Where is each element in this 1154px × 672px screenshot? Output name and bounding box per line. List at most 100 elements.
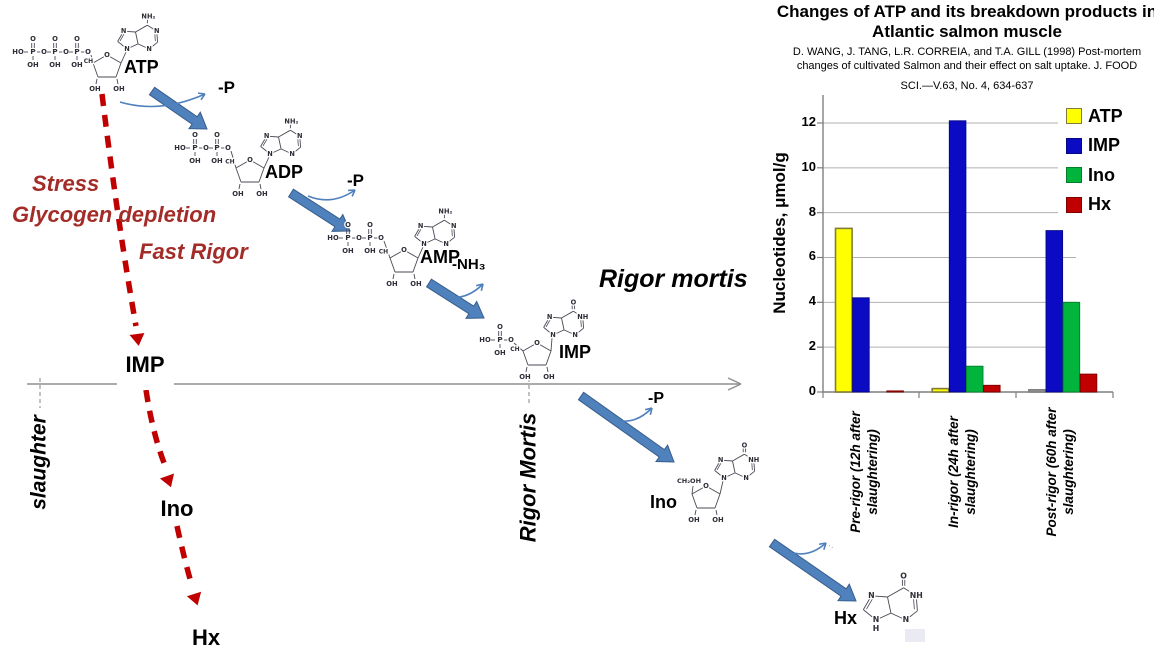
- molecule-amp-label: AMP: [420, 247, 460, 267]
- cascade-hx-label: Hx: [191, 625, 221, 650]
- category-label-0: Pre-rigor (12h after slaughtering): [847, 397, 883, 547]
- chart-bars: [834, 120, 1098, 393]
- svg-text:OH: OH: [113, 85, 125, 93]
- svg-text:N: N: [743, 474, 749, 482]
- svg-text:CH: CH: [379, 249, 388, 256]
- svg-text:HO: HO: [327, 234, 339, 242]
- svg-text:NH₂: NH₂: [438, 208, 452, 216]
- y-tick-label-10: 10: [801, 158, 816, 174]
- svg-text:O: O: [742, 442, 748, 450]
- svg-text:NH: NH: [577, 313, 588, 321]
- legend-label-imp: IMP: [1088, 135, 1121, 155]
- svg-text:O: O: [63, 48, 69, 56]
- svg-text:O: O: [378, 234, 384, 242]
- release-arrow-nh3: [442, 283, 484, 299]
- svg-text:O: O: [41, 48, 47, 56]
- legend-item-hx: Hx: [1066, 194, 1112, 215]
- degradation-arrow-atp-adp: [148, 86, 208, 130]
- degradation-arrow-adp-amp: [287, 188, 351, 232]
- legend-item-atp: ATP: [1066, 106, 1123, 126]
- svg-text:O: O: [900, 571, 907, 580]
- bar-ino-1: [965, 365, 984, 393]
- svg-text:O: O: [508, 336, 514, 344]
- svg-text:NH: NH: [910, 591, 923, 600]
- legend-item-imp: IMP: [1066, 135, 1121, 156]
- svg-text:OH: OH: [543, 373, 555, 381]
- category-label-2: Post-rigor (60h after slaughtering): [1043, 397, 1079, 547]
- category-label-1-line2: slaughtering): [963, 429, 978, 515]
- svg-text:HO: HO: [479, 336, 491, 344]
- bar-atp-0: [834, 227, 853, 393]
- cascade-imp-label-bg: [118, 376, 174, 390]
- svg-text:P: P: [52, 47, 58, 56]
- svg-text:OH: OH: [27, 61, 39, 69]
- svg-text:OH: OH: [712, 516, 724, 524]
- svg-text:OH: OH: [71, 61, 83, 69]
- svg-text:O: O: [30, 35, 36, 43]
- y-tick-label-2: 2: [808, 338, 816, 354]
- release-label-p1: -P: [218, 78, 235, 97]
- stress-arrow-atp-imp: [99, 93, 145, 346]
- y-tick-label-4: 4: [808, 293, 816, 309]
- release-label-nh3: -NH₃: [452, 256, 486, 273]
- svg-text:P: P: [74, 47, 80, 56]
- svg-text:O: O: [225, 144, 231, 152]
- svg-text:N: N: [547, 313, 553, 321]
- svg-text:OH: OH: [211, 157, 223, 165]
- legend-swatch-ino: [1066, 167, 1082, 183]
- svg-text:O: O: [571, 299, 577, 307]
- molecule-imp-label: IMP: [559, 342, 592, 362]
- category-label-1-line1: In-rigor (24h after: [946, 416, 961, 528]
- category-label-2-line2: slaughtering): [1061, 429, 1076, 515]
- degradation-arrow-imp-ino: [577, 391, 675, 463]
- svg-text:O: O: [214, 131, 220, 139]
- svg-text:HO: HO: [12, 48, 24, 56]
- timeline-rigor-mortis-label: Rigor Mortis: [515, 412, 541, 543]
- svg-text:CH₂OH: CH₂OH: [677, 477, 701, 485]
- svg-text:P: P: [497, 335, 503, 344]
- artifact-box: [905, 629, 925, 642]
- svg-text:NH₂: NH₂: [284, 118, 298, 126]
- svg-text:CH: CH: [225, 159, 234, 166]
- svg-text:OH: OH: [688, 516, 700, 524]
- release-label-p3: -P: [648, 390, 664, 407]
- chart-title-line1: Changes of ATP and its breakdown product…: [776, 2, 1154, 21]
- svg-text:H: H: [873, 624, 880, 633]
- chart-citation-line2: changes of cultivated Salmon and their e…: [796, 60, 1138, 72]
- svg-text:N: N: [721, 474, 727, 482]
- svg-text:OH: OH: [49, 61, 61, 69]
- release-arrow-p3: [616, 407, 653, 422]
- svg-text:P: P: [192, 143, 198, 152]
- bar-hx-0: [886, 390, 904, 393]
- svg-text:OH: OH: [494, 349, 506, 357]
- svg-text:N: N: [124, 45, 130, 53]
- glycogen-depletion-label: Glycogen depletion: [12, 202, 217, 227]
- legend-label-hx: Hx: [1088, 194, 1112, 214]
- svg-text:O: O: [247, 156, 253, 164]
- cascade-ino-label: Ino: [160, 496, 194, 521]
- svg-text:N: N: [443, 240, 449, 248]
- svg-text:N: N: [289, 150, 295, 158]
- svg-text:P: P: [30, 47, 36, 56]
- svg-text:N: N: [121, 27, 127, 35]
- svg-text:N: N: [297, 132, 303, 140]
- svg-text:O: O: [203, 144, 209, 152]
- bar-hx-1: [983, 384, 1001, 393]
- molecule-hx-label: Hx: [834, 608, 858, 628]
- category-label-2-line1: Post-rigor (60h after: [1044, 407, 1059, 537]
- chart-title-line2: Atlantic salmon muscle: [872, 22, 1062, 41]
- legend-label-ino: Ino: [1088, 164, 1115, 185]
- svg-text:P: P: [367, 233, 373, 242]
- svg-text:O: O: [192, 131, 198, 139]
- legend-swatch-atp: [1066, 108, 1082, 124]
- svg-text:O: O: [74, 35, 80, 43]
- rigor-mortis-title: Rigor mortis: [599, 265, 748, 293]
- y-tick-label-6: 6: [808, 248, 816, 264]
- legend-swatch-imp: [1066, 137, 1082, 154]
- svg-text:O: O: [401, 246, 407, 254]
- chart-citation-line3: SCI.—V.63, No. 4, 634-637: [900, 80, 1034, 92]
- svg-text:N: N: [421, 240, 427, 248]
- y-tick-label-8: 8: [808, 203, 816, 219]
- svg-text:N: N: [264, 132, 270, 140]
